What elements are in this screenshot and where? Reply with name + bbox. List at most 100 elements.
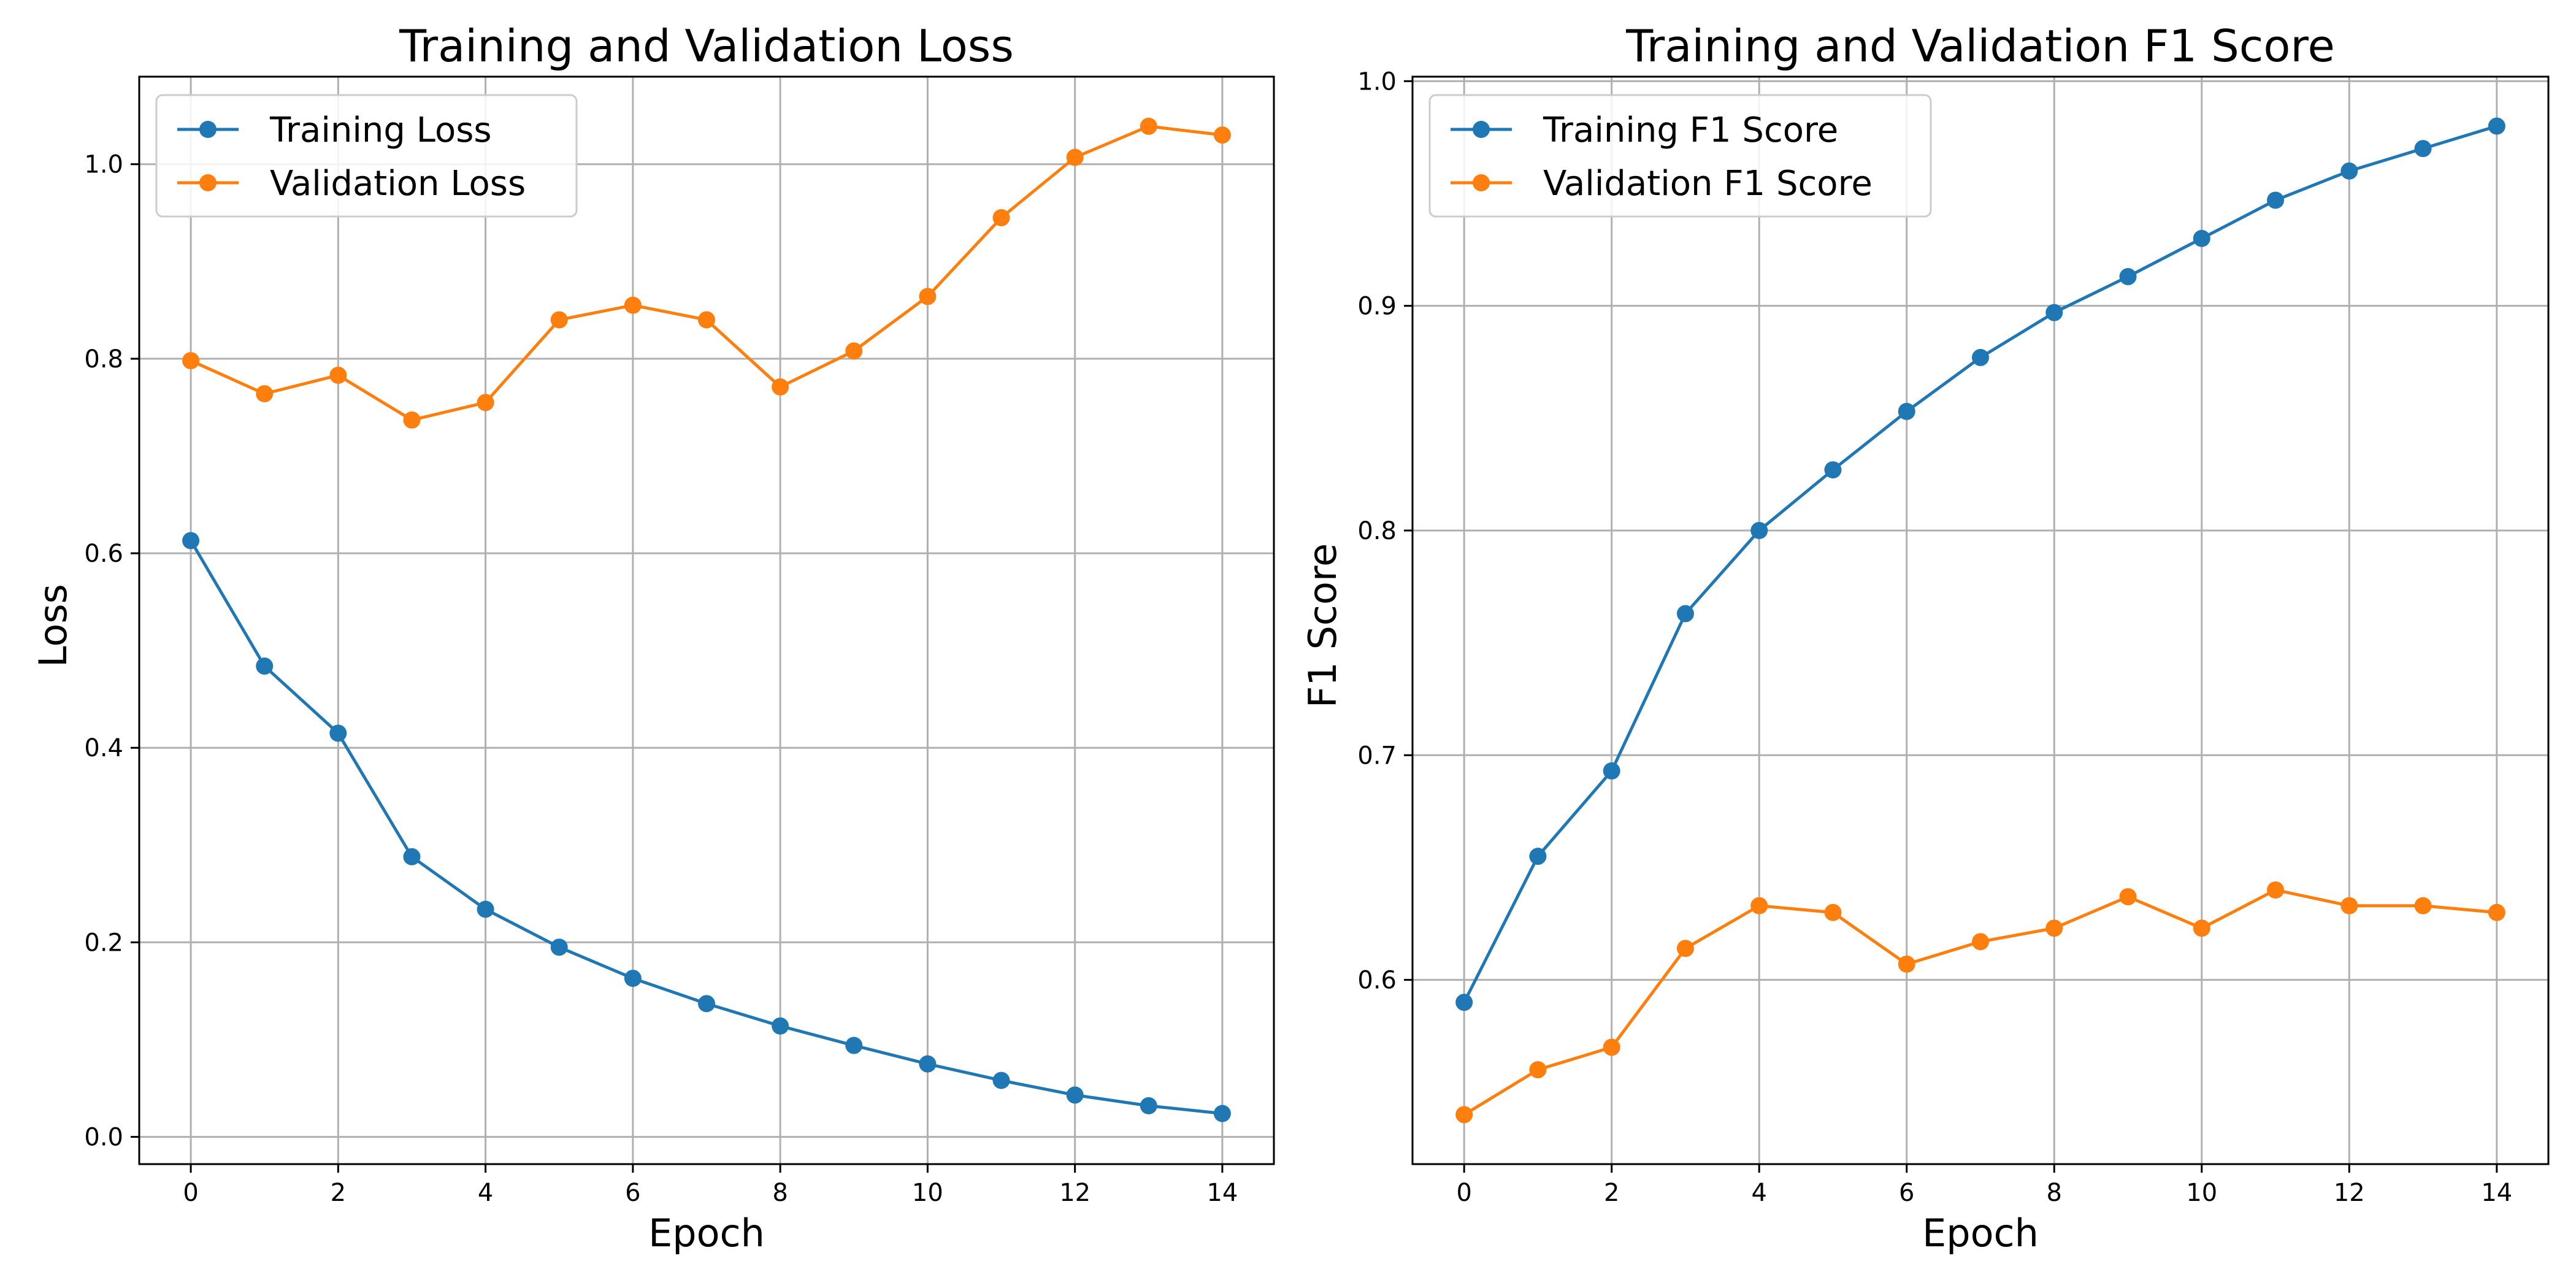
loss-legend-label-training-loss: Training Loss <box>269 110 492 150</box>
loss-chart-ylabel: Loss <box>31 584 75 667</box>
f1-point-validation-f1-score <box>2119 888 2137 906</box>
f1-x-tick-label: 12 <box>2334 1179 2365 1207</box>
loss-point-validation-loss <box>624 296 642 314</box>
loss-point-training-loss <box>1140 1097 1157 1114</box>
f1-point-training-f1-score <box>2340 162 2358 180</box>
loss-point-validation-loss <box>772 378 789 396</box>
f1-point-validation-f1-score <box>1898 955 1915 973</box>
f1-point-validation-f1-score <box>1603 1038 1620 1056</box>
loss-point-validation-loss <box>256 385 274 402</box>
f1-point-training-f1-score <box>1750 521 1768 539</box>
f1-chart: 0 2 4 6 8 10 12 14 0.6 0.7 0.8 0.9 1.0 Training F1 Sc… <box>1300 20 2550 1255</box>
f1-point-training-f1-score <box>1676 605 1694 623</box>
loss-point-training-loss <box>992 1071 1010 1089</box>
loss-x-tick-label: 0 <box>183 1179 198 1207</box>
f1-point-validation-f1-score <box>2193 919 2210 937</box>
f1-point-validation-f1-score <box>2488 903 2505 921</box>
f1-point-training-f1-score <box>1603 762 1620 780</box>
loss-x-tick-label: 10 <box>912 1179 943 1207</box>
loss-legend-label-validation-loss: Validation Loss <box>270 164 526 204</box>
f1-x-tick-label: 8 <box>2047 1179 2062 1207</box>
loss-x-tick-label: 2 <box>331 1179 346 1207</box>
f1-point-training-f1-score <box>2119 268 2137 286</box>
loss-point-validation-loss <box>1213 126 1231 144</box>
loss-y-tick-label: 0.4 <box>84 734 123 762</box>
loss-point-training-loss <box>698 995 715 1013</box>
loss-point-validation-loss <box>477 394 494 412</box>
f1-point-training-f1-score <box>1898 402 1915 420</box>
loss-x-tick-label: 12 <box>1059 1179 1091 1207</box>
loss-point-training-loss <box>403 848 421 865</box>
f1-point-validation-f1-score <box>1529 1061 1547 1079</box>
loss-point-validation-loss <box>992 209 1010 226</box>
f1-point-training-f1-score <box>1455 994 1473 1011</box>
loss-point-training-loss <box>845 1037 863 1054</box>
loss-x-tick-label: 14 <box>1206 1179 1238 1207</box>
f1-chart-title: Training and Validation F1 Score <box>1625 20 2335 72</box>
loss-legend-marker-training-loss <box>199 121 217 138</box>
f1-point-validation-f1-score <box>1455 1106 1473 1124</box>
f1-legend-label-validation-f1-score: Validation F1 Score <box>1543 164 1873 204</box>
f1-y-tick-label: 0.6 <box>1357 967 1397 995</box>
f1-y-tick-label: 0.9 <box>1357 293 1397 321</box>
f1-x-tick-label: 2 <box>1604 1179 1619 1207</box>
loss-point-training-loss <box>550 938 568 956</box>
f1-point-training-f1-score <box>1529 848 1547 865</box>
f1-legend-label-training-f1-score: Training F1 Score <box>1543 110 1838 150</box>
f1-point-validation-f1-score <box>2414 897 2432 914</box>
f1-axes-frame <box>1411 75 2550 1165</box>
loss-y-tick-label: 0.0 <box>84 1124 123 1152</box>
loss-point-validation-loss <box>919 288 937 305</box>
f1-x-tick-label: 10 <box>2186 1179 2217 1207</box>
loss-legend-marker-validation-loss <box>199 174 217 191</box>
loss-chart-title: Training and Validation Loss <box>399 20 1014 72</box>
f1-legend: Training F1 Score Validation F1 Score <box>1428 94 1932 218</box>
loss-axes-frame <box>138 75 1275 1165</box>
loss-point-training-loss <box>329 724 347 742</box>
loss-x-tick-label: 6 <box>625 1179 640 1207</box>
f1-legend-marker-validation-f1-score <box>1473 174 1490 191</box>
loss-chart-xlabel: Epoch <box>648 1211 765 1255</box>
loss-point-validation-loss <box>845 342 863 360</box>
f1-y-tick-label: 0.7 <box>1357 742 1397 770</box>
f1-legend-box <box>1428 94 1932 218</box>
f1-x-tick-label: 0 <box>1456 1179 1471 1207</box>
loss-point-training-loss <box>1066 1086 1084 1104</box>
loss-point-validation-loss <box>329 366 347 384</box>
loss-point-training-loss <box>1213 1105 1231 1122</box>
loss-x-tick-label: 4 <box>478 1179 493 1207</box>
loss-point-training-loss <box>182 532 200 550</box>
loss-point-validation-loss <box>698 311 715 329</box>
loss-point-validation-loss <box>1066 148 1084 166</box>
f1-point-training-f1-score <box>2045 304 2063 321</box>
f1-point-validation-f1-score <box>1972 933 1989 951</box>
f1-x-tick-label: 14 <box>2481 1179 2512 1207</box>
f1-chart-xlabel: Epoch <box>1922 1211 2039 1255</box>
f1-point-validation-f1-score <box>2340 897 2358 914</box>
f1-point-training-f1-score <box>1824 461 1842 479</box>
f1-chart-ylabel: F1 Score <box>1300 543 1345 708</box>
loss-chart: 0 2 4 6 8 10 12 14 0.0 0.2 0.4 0.6 0.8 1.0 Training Lo… <box>31 20 1275 1255</box>
f1-point-training-f1-score <box>2488 117 2505 135</box>
f1-x-tick-label: 6 <box>1899 1179 1914 1207</box>
f1-point-training-f1-score <box>2414 140 2432 158</box>
loss-point-training-loss <box>772 1017 789 1035</box>
loss-point-validation-loss <box>1140 117 1157 135</box>
loss-point-training-loss <box>256 657 274 675</box>
loss-point-validation-loss <box>550 311 568 329</box>
loss-legend: Training Loss Validation Loss <box>155 94 578 218</box>
loss-y-tick-label: 1.0 <box>84 151 123 179</box>
loss-y-tick-label: 0.8 <box>84 345 123 374</box>
f1-point-validation-f1-score <box>1824 903 1842 921</box>
f1-point-validation-f1-score <box>1750 897 1768 914</box>
f1-x-tick-label: 4 <box>1751 1179 1766 1207</box>
f1-plot-area: 0 2 4 6 8 10 12 14 0.6 0.7 0.8 0.9 1.0 Training F1 Sc… <box>1357 67 2550 1207</box>
loss-x-tick-label: 8 <box>772 1179 788 1207</box>
f1-point-validation-f1-score <box>2045 919 2063 937</box>
loss-point-training-loss <box>624 970 642 987</box>
loss-y-tick-label: 0.6 <box>84 540 123 568</box>
f1-y-tick-label: 1.0 <box>1357 67 1397 96</box>
loss-point-training-loss <box>477 900 494 918</box>
f1-point-training-f1-score <box>1972 348 1989 366</box>
